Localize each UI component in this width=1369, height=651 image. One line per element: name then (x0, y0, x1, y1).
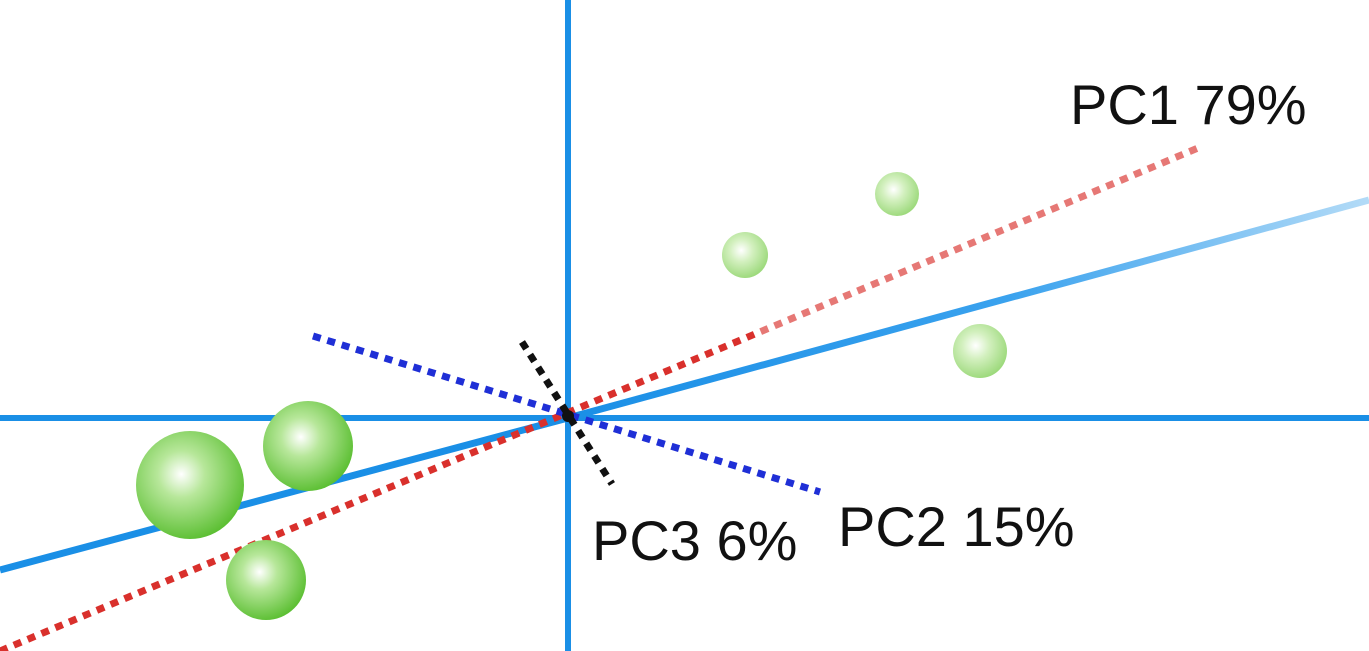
data-point (263, 401, 353, 491)
pc3-line (519, 340, 615, 486)
pc2-label: PC2 15% (838, 495, 1075, 558)
pc1-label: PC1 79% (1070, 73, 1307, 136)
data-point (136, 431, 244, 539)
pc3-label: PC3 6% (592, 509, 797, 572)
fit-line-left (0, 414, 569, 574)
origin-point (562, 410, 574, 422)
data-point (875, 172, 919, 216)
data-point (953, 324, 1007, 378)
pc1-line-fade (758, 144, 1200, 336)
data-point (722, 232, 768, 278)
pc1-line (0, 144, 1200, 651)
pc2-line (311, 332, 822, 496)
fit-line-right (567, 196, 1369, 422)
data-point (226, 540, 306, 620)
